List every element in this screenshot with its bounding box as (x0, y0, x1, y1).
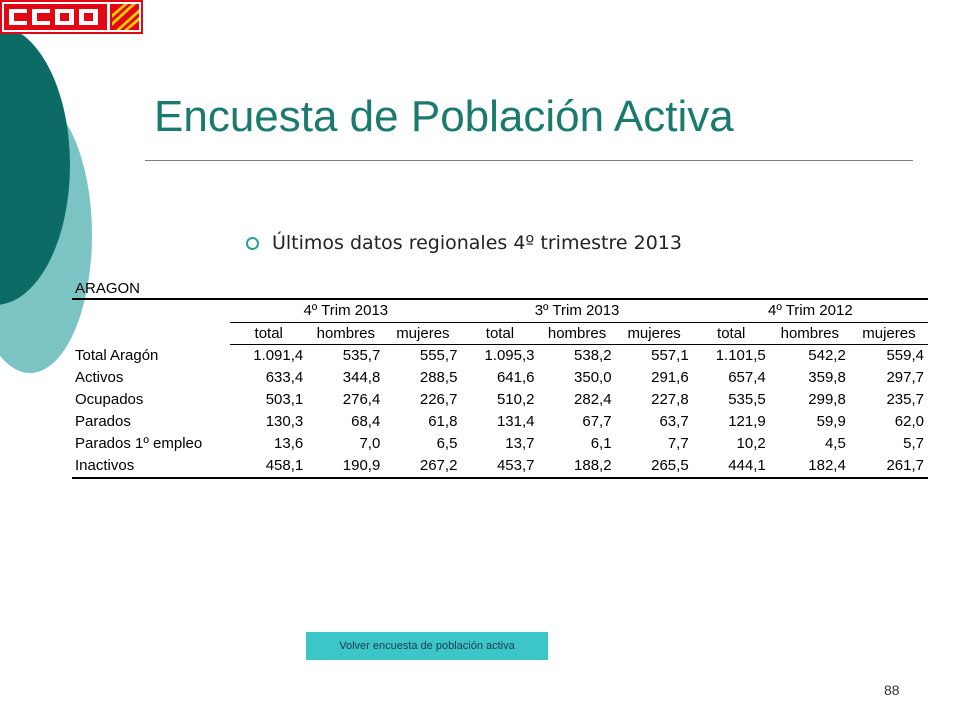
bullet-item: Últimos datos regionales 4º trimestre 20… (246, 232, 682, 254)
table-cell: 299,8 (808, 391, 846, 408)
table-cell: 1.091,4 (253, 347, 304, 364)
row-label: Inactivos (72, 454, 231, 479)
table-cell: 6,5 (436, 435, 458, 452)
table-cell: 557,1 (651, 347, 689, 364)
table-cell: 227,8 (651, 391, 689, 408)
table-cell: 7,7 (667, 435, 689, 452)
table-cell: 130,3 (265, 413, 304, 430)
table-cell: 359,8 (808, 369, 846, 386)
group-header: 3º Trim 2013 (461, 298, 693, 323)
data-table-container: 4º Trim 2013 3º Trim 2013 4º Trim 2012 t… (72, 298, 928, 479)
table-cell: 5,7 (903, 435, 924, 452)
table-cell: 559,4 (886, 347, 924, 364)
table-cell: 542,2 (808, 347, 846, 364)
table-cell: 633,4 (265, 369, 304, 386)
table-cell: 121,9 (728, 413, 766, 430)
table-cell: 13,7 (505, 435, 535, 452)
table-cell: 265,5 (615, 454, 693, 479)
column-header: mujeres (384, 322, 462, 345)
table-cell: 63,7 (659, 413, 689, 430)
column-header: total (230, 322, 308, 345)
table-subheader-row: total hombres mujeres total hombres muje… (72, 322, 928, 345)
table-cell: 1.095,3 (484, 347, 535, 364)
table-row: Parados 130,3 68,4 61,8 131,4 67,7 63,7 … (72, 411, 928, 433)
row-label: Total Aragón (75, 346, 159, 364)
table-cell: 188,2 (538, 454, 616, 479)
table-cell: 235,7 (886, 391, 924, 408)
table-group-header-row: 4º Trim 2013 3º Trim 2013 4º Trim 2012 (72, 298, 928, 323)
table-cell: 503,1 (265, 391, 304, 408)
column-header: total (692, 322, 770, 345)
table-cell: 350,0 (574, 369, 612, 386)
column-header: hombres (307, 322, 385, 345)
table-cell: 59,9 (816, 413, 846, 430)
table-cell: 555,7 (419, 347, 458, 364)
table-cell: 62,0 (894, 413, 924, 430)
table-row: Total Aragón 1.091,4 535,7 555,7 1.095,3… (72, 344, 928, 367)
table-row: Ocupados 503,1 276,4 226,7 510,2 282,4 2… (72, 389, 928, 411)
title-divider (145, 160, 913, 161)
table-cell: 535,7 (342, 347, 381, 364)
column-header: mujeres (849, 322, 928, 345)
bullet-ring-icon (246, 236, 259, 250)
table-cell: 190,9 (307, 454, 385, 479)
table-cell: 4,5 (824, 435, 846, 452)
table-cell: 282,4 (574, 391, 612, 408)
table-cell: 510,2 (496, 391, 535, 408)
table-cell: 453,7 (461, 454, 539, 479)
table-cell: 13,6 (274, 435, 304, 452)
row-label: Parados (75, 413, 131, 430)
decorative-background-shapes (0, 25, 92, 373)
group-header: 4º Trim 2013 (230, 298, 462, 323)
table-cell: 182,4 (769, 454, 850, 479)
row-label: Parados 1º empleo (75, 435, 203, 452)
bullet-text: Últimos datos regionales 4º trimestre 20… (272, 232, 682, 254)
group-header: 4º Trim 2012 (692, 298, 928, 323)
table-cell: 7,0 (359, 435, 381, 452)
column-header: total (461, 322, 539, 345)
table-cell: 68,4 (351, 413, 381, 430)
table-cell: 535,5 (728, 391, 766, 408)
table-cell: 458,1 (230, 454, 308, 479)
row-label: Ocupados (75, 391, 144, 408)
table-cell: 10,2 (736, 435, 766, 452)
row-label: Activos (75, 369, 124, 386)
table-cell: 226,7 (419, 391, 458, 408)
table-cell: 131,4 (496, 413, 535, 430)
ccoo-logo (0, 0, 143, 34)
table-cell: 67,7 (582, 413, 612, 430)
page-number: 88 (884, 682, 900, 698)
table-cell: 1.101,5 (715, 347, 766, 364)
column-header: mujeres (615, 322, 693, 345)
table-cell: 297,7 (886, 369, 924, 386)
table-cell: 657,4 (728, 369, 766, 386)
table-cell: 538,2 (574, 347, 612, 364)
table-row: Activos 633,4 344,8 288,5 641,6 350,0 29… (72, 367, 928, 389)
table-cell: 344,8 (342, 369, 381, 386)
page-title: Encuesta de Población Activa (154, 92, 734, 141)
table-row: Inactivos 458,1 190,9 267,2 453,7 188,2 … (72, 454, 928, 479)
table-cell: 267,2 (384, 454, 462, 479)
table-cell: 6,1 (590, 435, 612, 452)
table-cell: 444,1 (692, 454, 770, 479)
table-cell: 291,6 (651, 369, 689, 386)
table-row: Parados 1º empleo 13,6 7,0 6,5 13,7 6,1 … (72, 433, 928, 455)
table-cell: 288,5 (419, 369, 458, 386)
column-header: hombres (538, 322, 616, 345)
table-cell: 276,4 (342, 391, 381, 408)
column-header: hombres (769, 322, 850, 345)
data-table: 4º Trim 2013 3º Trim 2013 4º Trim 2012 t… (72, 298, 928, 479)
table-cell: 641,6 (496, 369, 535, 386)
table-cell: 261,7 (849, 454, 928, 479)
table-region-label: ARAGON (75, 280, 141, 297)
back-to-survey-button[interactable]: Volver encuesta de población activa (306, 632, 548, 660)
table-cell: 61,8 (428, 413, 458, 430)
